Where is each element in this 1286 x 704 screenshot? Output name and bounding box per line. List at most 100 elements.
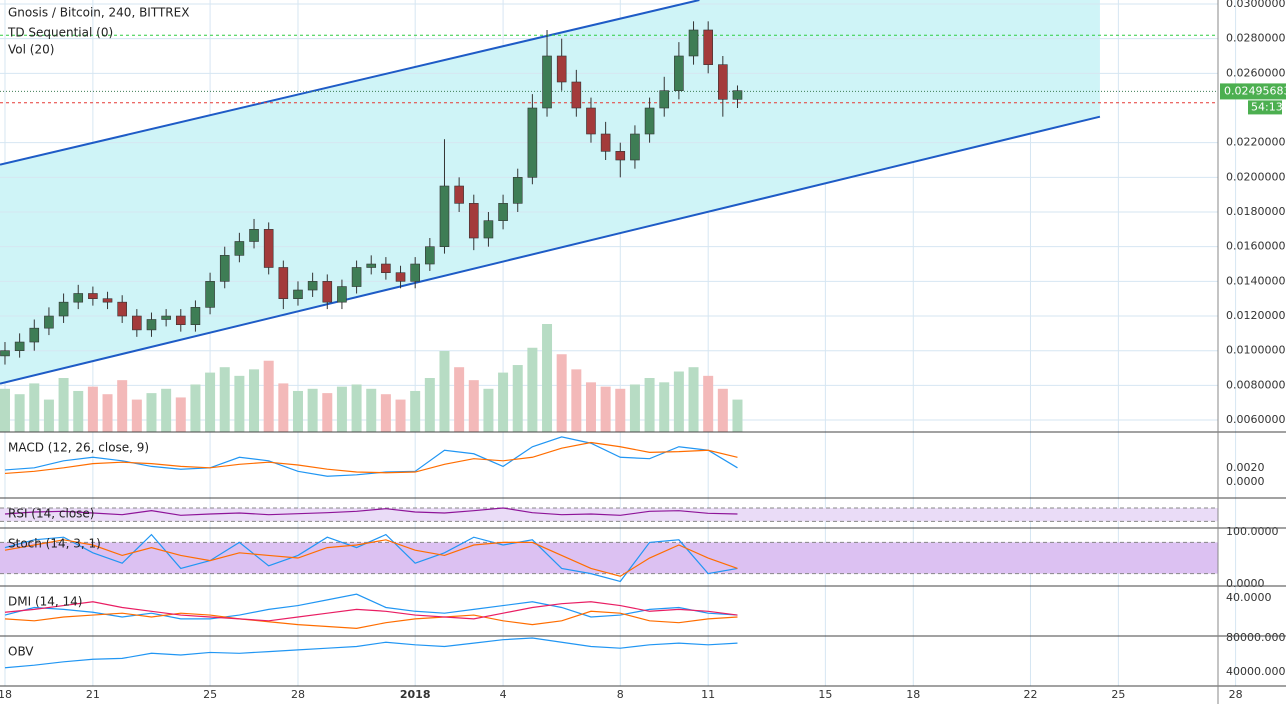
volume-bar — [322, 393, 333, 432]
volume-bar — [175, 397, 186, 432]
indicator-line — [4, 539, 738, 577]
subtitle: Vol (20) — [8, 43, 54, 57]
volume-bar — [87, 386, 98, 432]
candle-body — [146, 319, 157, 331]
candle-body — [117, 301, 127, 317]
channel-fill — [0, 0, 1100, 384]
volume-bar — [439, 351, 450, 432]
volume-bar — [234, 375, 245, 432]
candle-body — [73, 293, 84, 303]
candle-body — [674, 55, 684, 91]
volume-bar — [512, 365, 523, 432]
candle-body — [381, 263, 391, 273]
candle-body — [351, 267, 362, 287]
candle-body — [556, 55, 567, 83]
y-tick-label: 0.01800000 — [1226, 205, 1286, 218]
candle-body — [29, 327, 40, 343]
volume-bar — [380, 394, 391, 432]
y-tick-label: 0.0020 — [1226, 461, 1265, 474]
x-tick-label: 15 — [818, 688, 832, 701]
candle-body — [425, 246, 435, 265]
volume-bar — [659, 382, 670, 432]
volume-bar — [703, 375, 714, 432]
candle-body — [468, 203, 479, 239]
candle-body — [512, 177, 523, 204]
candle-body — [337, 286, 347, 303]
candle-body — [234, 241, 245, 256]
candle-body — [542, 55, 552, 109]
volume-bar — [527, 347, 538, 432]
candle-body — [205, 281, 215, 308]
candle-body — [395, 272, 406, 282]
candle-body — [263, 229, 274, 268]
candle-body — [586, 107, 596, 135]
candle-body — [132, 315, 142, 331]
main-pane — [0, 0, 1218, 432]
pane-title: Stoch (14, 3, 1) — [8, 537, 101, 551]
volume-bar — [0, 388, 10, 432]
indicator-line — [4, 601, 738, 622]
y-tick-label: 40000.0000 — [1226, 665, 1286, 678]
volume-bar — [542, 324, 553, 432]
chart-title: Gnosis / Bitcoin, 240, BITTREX — [8, 6, 189, 20]
volume-bar — [468, 380, 479, 432]
y-tick-label: 0.0000 — [1226, 577, 1265, 590]
volume-bar — [688, 367, 699, 432]
x-tick-label: 11 — [701, 688, 715, 701]
candle-body — [278, 267, 289, 299]
volume-bar — [615, 388, 626, 432]
candle-body — [644, 107, 655, 135]
volume-bar — [29, 383, 40, 432]
candle-body — [0, 350, 10, 357]
candle-body — [366, 263, 377, 268]
volume-bar — [410, 390, 421, 432]
candle-body — [600, 133, 611, 152]
volume-bar — [73, 390, 84, 432]
volume-bar — [454, 367, 465, 432]
x-tick-label: 4 — [500, 688, 507, 701]
candle-body — [615, 151, 626, 161]
y-tick-label: 0.02800000 — [1226, 32, 1286, 45]
candle-body — [219, 255, 230, 282]
indicator-line — [4, 610, 738, 629]
candle-body — [58, 301, 69, 317]
volume-bar — [161, 388, 172, 432]
candle-body — [175, 315, 186, 325]
trendline — [0, 115, 1101, 385]
y-tick-label: 0.01000000 — [1226, 344, 1286, 357]
candle-body — [483, 220, 494, 239]
volume-bar — [43, 399, 54, 432]
volume-bar — [190, 384, 201, 432]
countdown-label: 54:13 — [1251, 100, 1283, 113]
y-tick-label: 0.01200000 — [1226, 309, 1286, 322]
candle-body — [498, 203, 508, 221]
candle-body — [439, 185, 450, 247]
volume-bar — [117, 380, 128, 432]
volume-bar — [307, 388, 318, 432]
candle-body — [249, 229, 259, 242]
volume-bar — [351, 384, 362, 432]
subtitle: TD Sequential (0) — [7, 26, 113, 40]
volume-bar — [292, 390, 303, 432]
candle-body — [688, 29, 699, 57]
volume-bar — [205, 372, 216, 432]
volume-bar — [219, 367, 230, 432]
candle-body — [732, 90, 743, 100]
candle-body — [190, 307, 201, 325]
volume-bar — [556, 354, 567, 432]
volume-bar — [263, 360, 274, 432]
indicator-line — [4, 507, 738, 516]
candle-body — [307, 281, 318, 291]
volume-bar — [366, 388, 377, 432]
candle-body — [14, 341, 25, 351]
volume-bar — [629, 384, 640, 432]
y-tick-label: 0.00800000 — [1226, 378, 1286, 391]
x-tick-label: 22 — [1023, 688, 1037, 701]
x-tick-label: 18 — [0, 688, 12, 701]
y-tick-label: 0.02000000 — [1226, 170, 1286, 183]
x-tick-label: 28 — [1229, 688, 1243, 701]
volume-bar — [571, 369, 582, 432]
pane-title: RSI (14, close) — [8, 507, 94, 521]
volume-bar — [600, 386, 611, 432]
